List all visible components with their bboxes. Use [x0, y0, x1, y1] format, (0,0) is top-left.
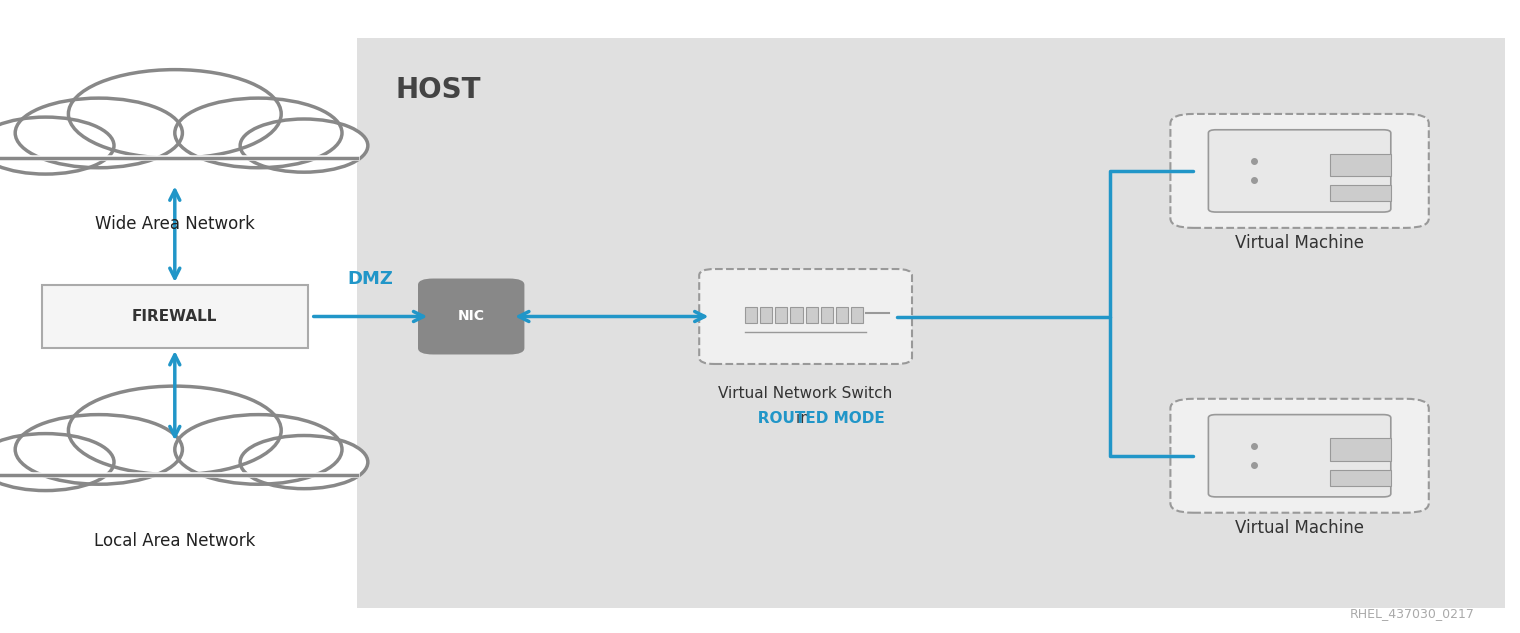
Text: FIREWALL: FIREWALL: [132, 309, 217, 324]
FancyBboxPatch shape: [836, 307, 848, 323]
FancyBboxPatch shape: [357, 38, 1505, 608]
Circle shape: [175, 98, 342, 168]
FancyBboxPatch shape: [745, 307, 757, 323]
Text: Virtual Network Switch: Virtual Network Switch: [719, 386, 892, 401]
FancyBboxPatch shape: [699, 269, 912, 364]
Circle shape: [15, 98, 182, 168]
Text: in: in: [796, 411, 815, 427]
Text: RHEL_437030_0217: RHEL_437030_0217: [1350, 607, 1474, 620]
Circle shape: [15, 415, 182, 484]
FancyBboxPatch shape: [1208, 130, 1391, 212]
Circle shape: [68, 386, 281, 475]
FancyBboxPatch shape: [790, 307, 803, 323]
Text: Wide Area Network: Wide Area Network: [94, 215, 255, 233]
FancyBboxPatch shape: [43, 285, 307, 348]
FancyBboxPatch shape: [1330, 438, 1391, 461]
FancyBboxPatch shape: [1170, 114, 1429, 228]
Circle shape: [0, 117, 114, 174]
FancyBboxPatch shape: [1330, 470, 1391, 486]
Circle shape: [240, 436, 368, 489]
Text: Virtual Machine: Virtual Machine: [1236, 519, 1363, 537]
Circle shape: [0, 434, 114, 491]
FancyBboxPatch shape: [806, 307, 818, 323]
FancyBboxPatch shape: [1208, 415, 1391, 497]
FancyBboxPatch shape: [1330, 153, 1391, 175]
FancyBboxPatch shape: [418, 279, 524, 354]
Text: HOST: HOST: [395, 76, 480, 104]
Text: ROUTED MODE: ROUTED MODE: [742, 411, 885, 427]
FancyBboxPatch shape: [851, 307, 863, 323]
FancyBboxPatch shape: [1170, 399, 1429, 513]
FancyBboxPatch shape: [1330, 185, 1391, 201]
Text: Local Area Network: Local Area Network: [94, 532, 255, 549]
Text: NIC: NIC: [458, 310, 485, 323]
Circle shape: [68, 70, 281, 158]
Circle shape: [175, 415, 342, 484]
FancyBboxPatch shape: [775, 307, 787, 323]
Text: Virtual Machine: Virtual Machine: [1236, 234, 1363, 252]
Text: DMZ: DMZ: [348, 270, 394, 288]
FancyBboxPatch shape: [821, 307, 833, 323]
FancyBboxPatch shape: [760, 307, 772, 323]
Circle shape: [240, 119, 368, 172]
